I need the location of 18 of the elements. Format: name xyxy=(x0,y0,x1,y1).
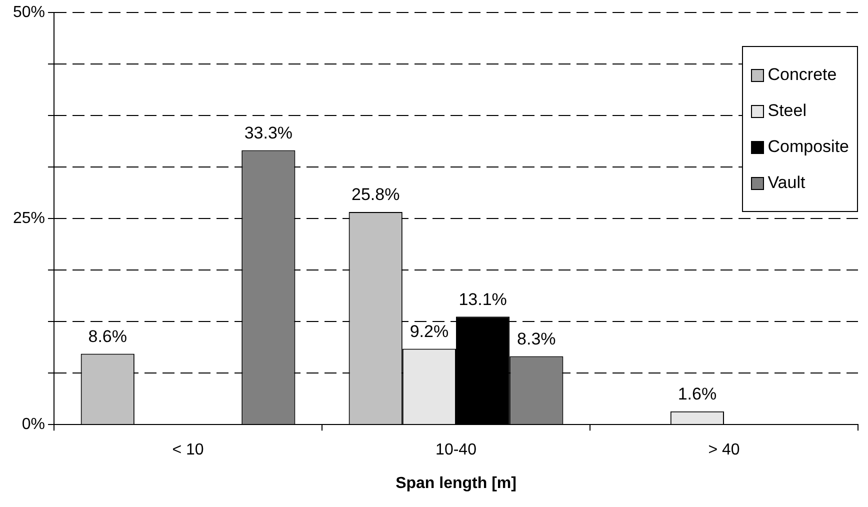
data-label: 13.1% xyxy=(458,290,507,309)
x-axis-title: Span length [m] xyxy=(396,474,516,492)
x-tick-label: > 40 xyxy=(708,442,740,459)
legend-label: Composite xyxy=(768,137,849,157)
data-label: 33.3% xyxy=(244,123,293,142)
y-tick-label: 50% xyxy=(12,4,46,22)
data-label: 8.6% xyxy=(88,326,127,346)
legend-label: Steel xyxy=(768,101,806,121)
data-label: 25.8% xyxy=(352,185,400,204)
data-label: 8.3% xyxy=(517,329,556,348)
y-tick-label: 0% xyxy=(22,416,46,434)
legend-label: Vault xyxy=(768,173,806,193)
y-tick-label: 25% xyxy=(12,210,46,228)
x-tick-label: 10-40 xyxy=(436,442,477,459)
x-tick-label: < 10 xyxy=(172,442,204,459)
data-label: 9.2% xyxy=(410,322,449,341)
data-label: 1.6% xyxy=(678,384,717,404)
legend-label: Concrete xyxy=(768,65,837,85)
